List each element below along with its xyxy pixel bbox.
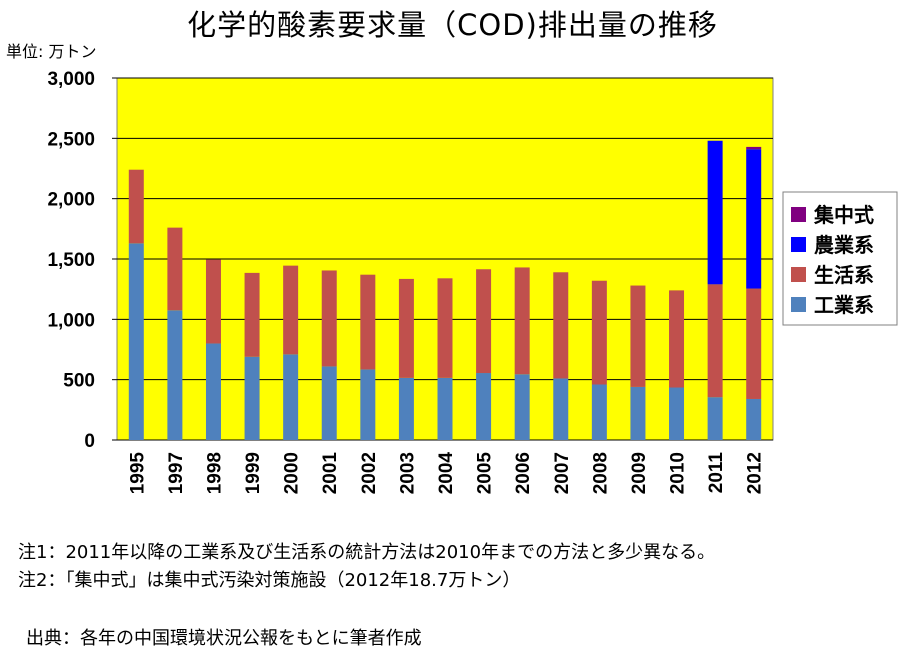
- x-tick-label: 2012: [745, 452, 766, 494]
- bar-segment: [321, 270, 337, 367]
- legend-label: 工業系: [814, 293, 874, 317]
- bar-segment: [630, 386, 646, 440]
- bar-segment: [514, 374, 530, 440]
- bar-segment: [283, 354, 299, 440]
- bar-segment: [591, 384, 607, 440]
- legend-swatch: [791, 207, 806, 222]
- x-tick-label: 2004: [436, 452, 457, 495]
- x-tick-label: 2005: [475, 452, 496, 495]
- x-tick-label: 2009: [629, 452, 650, 494]
- bar-segment: [746, 146, 762, 150]
- legend-label: 集中式: [813, 203, 874, 227]
- bar-segment: [437, 377, 453, 440]
- bar-segment: [707, 140, 723, 285]
- legend-label: 生活系: [814, 263, 874, 287]
- x-tick-label: 2010: [668, 452, 689, 494]
- unit-label: 単位: 万トン: [6, 42, 97, 61]
- x-tick-label: 2000: [282, 452, 303, 494]
- y-tick-label: 1,000: [47, 310, 95, 331]
- legend-swatch: [791, 267, 806, 282]
- legend-swatch: [791, 297, 806, 312]
- bar-segment: [128, 243, 144, 440]
- y-tick-label: 3,000: [47, 69, 95, 90]
- bar-segment: [591, 280, 607, 385]
- bar-segment: [167, 227, 183, 311]
- bar-segment: [669, 387, 685, 440]
- note-2: 注2：「集中式」は集中式汚染対策施設（2012年18.7万トン）: [18, 570, 521, 591]
- x-tick-label: 2006: [513, 452, 534, 494]
- bar-segment: [244, 356, 260, 440]
- bar-segment: [746, 288, 762, 399]
- bar-segment: [128, 169, 144, 244]
- bar-segment: [283, 265, 299, 355]
- bar-segment: [669, 290, 685, 388]
- bar-segment: [360, 274, 376, 370]
- y-tick-label: 1,500: [47, 250, 95, 271]
- x-tick-label: 2002: [359, 452, 380, 494]
- legend-label: 農業系: [814, 233, 874, 257]
- x-tick-label: 1995: [127, 452, 148, 495]
- bar-segment: [553, 272, 569, 379]
- y-tick-label: 2,500: [47, 129, 95, 150]
- bar-segment: [437, 278, 453, 378]
- chart-title: 化学的酸素要求量（COD)排出量の推移: [187, 8, 718, 42]
- x-tick-label: 2001: [320, 452, 341, 495]
- bar-segment: [321, 366, 337, 440]
- x-tick-label: 1997: [166, 452, 187, 494]
- bar-segment: [244, 272, 260, 357]
- source-note: 出典：各年の中国環境状況公報をもとに筆者作成: [26, 628, 422, 649]
- bar-segment: [205, 259, 221, 344]
- x-tick-label: 2011: [706, 452, 727, 494]
- legend-swatch: [791, 237, 806, 252]
- bar-segment: [360, 369, 376, 440]
- x-tick-label: 2003: [397, 452, 418, 494]
- bar-segment: [707, 397, 723, 440]
- y-tick-label: 0: [84, 431, 95, 452]
- bar-segment: [398, 377, 414, 440]
- bar-segment: [167, 310, 183, 440]
- bar-segment: [707, 284, 723, 398]
- bar-segment: [630, 285, 646, 387]
- x-tick-label: 2008: [590, 452, 611, 494]
- y-tick-label: 500: [63, 371, 95, 392]
- x-tick-label: 1998: [204, 452, 225, 494]
- bar-segment: [514, 267, 530, 375]
- bar-segment: [476, 373, 492, 440]
- x-tick-label: 2007: [552, 452, 573, 494]
- bar-segment: [746, 398, 762, 440]
- x-tick-label: 1999: [243, 452, 264, 494]
- bar-segment: [553, 378, 569, 440]
- bar-segment: [205, 343, 221, 440]
- note-1: 注1：2011年以降の工業系及び生活系の統計方法は2010年までの方法と多少異な…: [18, 542, 716, 563]
- bar-segment: [476, 269, 492, 374]
- bar-segment: [398, 278, 414, 378]
- stacked-bar-chart: 0 500 1,000 1,500 2,000 2,500 3,000 1995 1997 199…: [47, 69, 898, 495]
- y-tick-label: 2,000: [47, 190, 95, 211]
- bar-segment: [746, 149, 762, 289]
